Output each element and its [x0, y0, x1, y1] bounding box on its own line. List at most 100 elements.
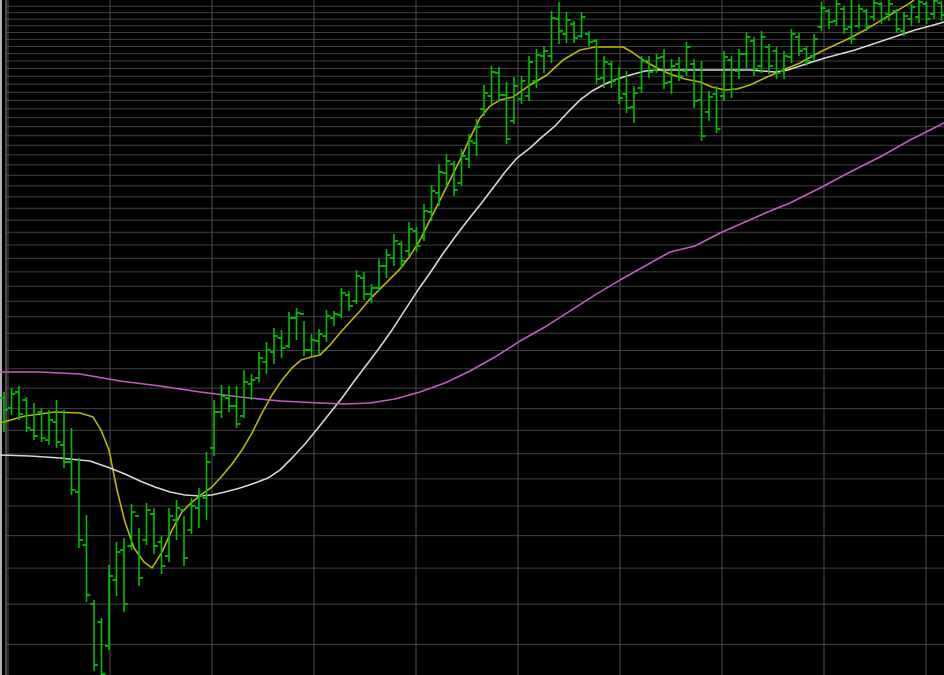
ohlc-bar — [720, 51, 728, 101]
ohlc-bar — [240, 370, 248, 418]
ohlc-bar — [37, 408, 46, 442]
ohlc-bar — [750, 37, 758, 76]
ohlc-bar — [742, 32, 751, 69]
ohlc-bar — [0, 392, 8, 432]
window-left-border — [0, 0, 7, 675]
ohlc-bar — [397, 241, 406, 268]
ohlc-bar — [67, 428, 76, 495]
ohlc-bar — [45, 410, 53, 445]
ohlc-bar — [480, 85, 488, 116]
ohlc-bar — [127, 504, 136, 550]
ohlc-bar — [142, 503, 151, 545]
ohlc-bar — [352, 270, 361, 304]
ohlc-bar — [7, 388, 16, 415]
ohlc-bar — [322, 310, 331, 342]
ohlc-bar — [52, 400, 61, 448]
ohlc-bar — [540, 46, 548, 73]
ohlc-bar — [855, 4, 863, 28]
ohlc-bar — [412, 227, 421, 252]
ohlc-bar — [615, 67, 623, 104]
ohlc-bar — [60, 410, 68, 468]
ohlc-bar — [195, 488, 203, 528]
ohlc-bar — [795, 33, 803, 56]
ohlc-bar — [682, 42, 691, 76]
slow-ma-magenta-line — [0, 122, 944, 405]
ohlc-bar — [757, 31, 766, 73]
ohlc-bar — [75, 458, 83, 548]
ohlc-bar — [510, 77, 518, 124]
ohlc-bar — [382, 249, 391, 278]
ohlc-bar — [97, 618, 106, 675]
ohlc-bar — [630, 86, 638, 123]
vertical-gridlines — [7, 0, 927, 675]
ohlc-bar — [705, 91, 713, 121]
ohlc-bar — [847, 0, 856, 44]
ohlc-bar — [900, 12, 908, 36]
ohlc-bar — [712, 86, 721, 133]
ohlc-bar — [765, 44, 773, 74]
ohlc-bar — [922, 2, 931, 24]
medium-ma-white-line — [0, 21, 944, 497]
ohlc-bar — [330, 311, 338, 326]
ohlc-bar — [930, 0, 938, 19]
ohlc-bar — [247, 374, 256, 400]
ohlc-bar — [472, 119, 481, 156]
ohlc-bar — [225, 386, 233, 412]
ohlc-bar — [802, 46, 811, 66]
ohlc-bar — [832, 0, 841, 26]
ohlc-bar — [667, 59, 676, 94]
ohlc-bar — [180, 509, 188, 566]
ohlc-bar — [592, 39, 601, 84]
ohlc-bar — [165, 508, 173, 562]
ohlc-bar — [105, 565, 113, 650]
ohlc-bar — [870, 0, 878, 21]
ohlc-bar — [727, 56, 736, 98]
ohlc-bar — [907, 4, 916, 26]
ohlc-bar — [30, 403, 38, 440]
horizontal-gridlines — [6, 5, 944, 645]
ohlc-bar — [345, 291, 353, 311]
ohlc-bar — [885, 0, 893, 21]
ohlc-bar — [735, 49, 743, 79]
ohlc-bar — [82, 515, 91, 602]
ohlc-bar — [270, 328, 278, 364]
ohlc-bar — [390, 234, 398, 266]
ohlc-bar — [810, 34, 818, 61]
ohlc-bar — [442, 154, 451, 186]
moving-average-lines — [0, 0, 944, 569]
ohlc-bar — [937, 1, 944, 21]
ohlc-bar — [570, 21, 578, 43]
ohlc-bar — [315, 329, 323, 354]
ohlc-bar — [600, 56, 608, 88]
ohlc-bar — [285, 312, 293, 348]
ohlc-bar — [120, 538, 128, 612]
ohlc-bar — [450, 161, 458, 196]
ohlc-bar — [210, 400, 218, 456]
fast-ma-yellow-line — [0, 0, 916, 569]
ohlc-bar — [562, 12, 571, 43]
ohlc-bar — [262, 342, 271, 374]
ohlc-bar — [15, 386, 23, 420]
ohlc-bar — [435, 164, 443, 206]
ohlc-bar — [150, 508, 158, 554]
ohlc-bar — [532, 49, 541, 88]
ohlc-bar — [840, 6, 848, 34]
ohlc-bar — [585, 31, 593, 46]
ohlc-bar — [172, 500, 181, 540]
ohlc-bar — [697, 61, 706, 141]
ohlc-bar — [22, 397, 31, 432]
ohlc-bar — [157, 536, 166, 574]
ohlc-bar — [772, 47, 781, 79]
ohlc-bar — [637, 56, 646, 93]
ohlc-bar — [202, 452, 211, 520]
ohlc-bar — [300, 313, 308, 356]
ohlc-bar — [277, 330, 286, 358]
ohlc-bar — [427, 185, 436, 221]
ohlc-bar — [337, 288, 346, 318]
ohlc-bar — [232, 386, 241, 428]
ohlc-bar — [675, 57, 683, 81]
ohlc-bar — [862, 9, 871, 31]
ohlc-bar — [217, 385, 226, 418]
